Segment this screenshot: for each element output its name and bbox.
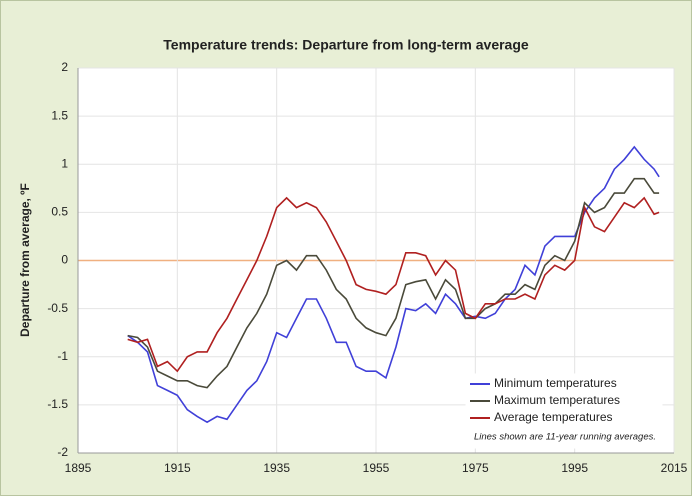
y-axis-label: Departure from average, ºF [18,183,32,337]
y-tick-label: 0.5 [51,205,68,219]
chart-title: Temperature trends: Departure from long-… [163,37,529,53]
x-tick-label: 1975 [462,461,489,475]
y-tick-label: -1.5 [47,397,68,411]
x-tick-label: 1995 [561,461,588,475]
y-tick-label: -2 [57,445,68,459]
y-tick-label: 1 [61,156,68,170]
x-tick-label: 2015 [661,461,688,475]
x-tick-label: 1915 [164,461,191,475]
annotation: Lines shown are 11-year running averages… [474,432,656,443]
y-tick-label: 2 [61,60,68,74]
legend-label: Maximum temperatures [494,393,620,407]
data-line [127,196,660,373]
y-tick-label: -1 [57,349,68,363]
x-tick-label: 1895 [65,461,92,475]
legend-box [465,373,663,449]
x-tick-label: 1935 [263,461,290,475]
legend-label: Minimum temperatures [494,376,617,390]
data-line [127,177,660,389]
legend-label: Average temperatures [494,410,613,424]
y-tick-label: -0.5 [47,301,68,315]
data-line [127,145,660,424]
x-tick-label: 1955 [363,461,390,475]
y-tick-label: 0 [61,253,68,267]
y-tick-label: 1.5 [51,108,68,122]
